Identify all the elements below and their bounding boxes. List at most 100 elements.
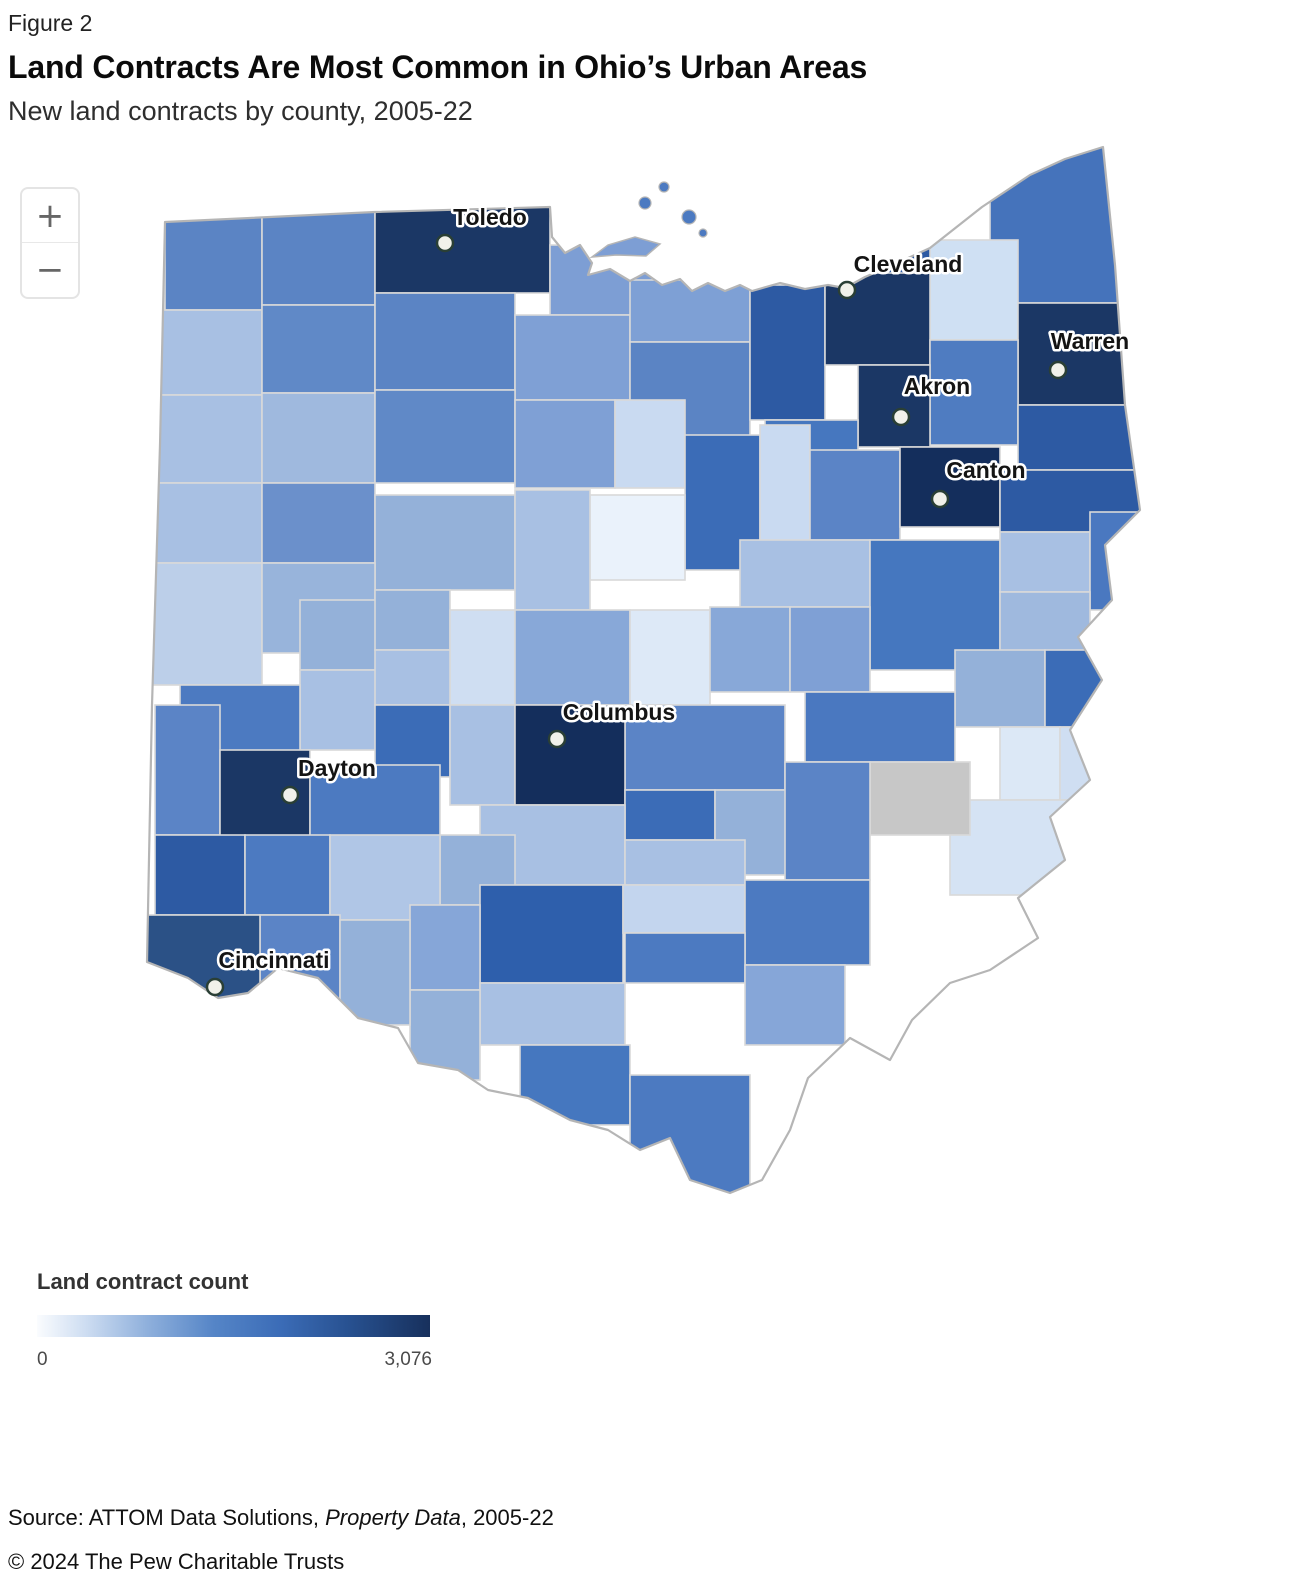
city-marker-icon (280, 785, 300, 805)
county-shape[interactable] (374, 494, 516, 591)
page-subtitle: New land contracts by county, 2005-22 (8, 96, 473, 126)
county-shape[interactable] (624, 932, 746, 984)
county-shape[interactable] (624, 704, 786, 791)
county-shape[interactable] (629, 1074, 751, 1195)
county-shape[interactable] (869, 539, 1001, 671)
city-label: Canton (946, 457, 1025, 483)
county-shape[interactable] (154, 482, 263, 564)
county-shape[interactable] (804, 691, 956, 763)
county-shape[interactable] (614, 399, 686, 489)
ohio-choropleth-map[interactable]: Toledo Cleveland Warren Akron Canton Columbus… (140, 145, 1150, 1207)
county-shape[interactable] (999, 726, 1061, 801)
legend-title: Land contract count (37, 1269, 249, 1294)
county-shape[interactable] (629, 609, 711, 706)
city-label: Toledo (453, 204, 527, 230)
map-area: + − Toledo Cleveland Warren Akron Canton Colu… (0, 145, 1298, 1207)
county-shape[interactable] (159, 309, 263, 396)
county-shape[interactable] (999, 591, 1091, 653)
county-shape[interactable] (449, 704, 516, 806)
page-title: Land Contracts Are Most Common in Ohio’s… (8, 49, 868, 85)
county-shape[interactable] (244, 834, 331, 916)
county-shape[interactable] (409, 989, 481, 1081)
county-shape[interactable] (154, 394, 263, 484)
county-shape[interactable] (1044, 649, 1145, 728)
city-marker-icon (837, 280, 857, 300)
city-marker-icon (891, 407, 911, 427)
county-shape[interactable] (739, 539, 871, 608)
county-shape[interactable] (261, 206, 376, 306)
lake-peninsula (589, 236, 662, 258)
county-shape[interactable] (744, 964, 846, 1046)
city-marker-icon (205, 977, 225, 997)
legend-max-label: 3,076 (384, 1349, 432, 1370)
county-shape[interactable] (479, 884, 624, 984)
county-shape[interactable] (514, 314, 631, 401)
county-shape[interactable] (514, 704, 626, 806)
county-shape[interactable] (749, 284, 826, 421)
county-shape[interactable] (514, 489, 591, 611)
figure-footer: Source: ATTOM Data Solutions, Property D… (8, 1505, 554, 1575)
legend-gradient-bar (37, 1315, 430, 1337)
county-shape[interactable] (339, 919, 411, 1026)
county-shape[interactable] (299, 599, 379, 671)
county-shape[interactable] (154, 834, 246, 916)
county-shape[interactable] (1089, 511, 1145, 611)
state-outline (145, 145, 1142, 1195)
county-shape[interactable] (809, 449, 901, 541)
figure-label: Figure 2 (8, 10, 93, 36)
city-marker-icon (930, 489, 950, 509)
county-shape[interactable] (514, 609, 631, 706)
city-annotations: Toledo Cleveland Warren Akron Canton Columbus… (205, 202, 1132, 997)
lake-island (698, 228, 708, 238)
source-line: Source: ATTOM Data Solutions, Property D… (8, 1505, 554, 1530)
county-shape[interactable] (154, 704, 221, 836)
county-shape[interactable] (519, 1044, 631, 1126)
county-shape[interactable] (624, 839, 746, 886)
county-shape[interactable] (409, 904, 481, 991)
county-shape[interactable] (624, 789, 716, 841)
county-shape[interactable] (299, 669, 379, 751)
lake-island (658, 181, 670, 193)
county-shape[interactable] (449, 609, 516, 706)
county-shape[interactable] (261, 482, 376, 564)
city-label: Dayton (298, 755, 376, 781)
county-shape[interactable] (954, 649, 1046, 728)
county-shape[interactable] (374, 292, 516, 391)
county-shape[interactable] (374, 389, 516, 484)
county-shape[interactable] (709, 606, 791, 693)
lake-island (638, 196, 652, 210)
county-shape[interactable] (999, 531, 1091, 593)
county-shape[interactable] (789, 606, 871, 693)
county-shape[interactable] (309, 764, 441, 841)
map-zoom-control: + − (20, 187, 80, 299)
zoom-in-button[interactable]: + (22, 189, 78, 243)
county-shape[interactable] (261, 304, 376, 394)
county-shapes (147, 147, 1145, 1195)
county-shape[interactable] (744, 879, 871, 966)
county-shape[interactable] (929, 239, 1019, 341)
county-shape[interactable] (261, 392, 376, 484)
city-label: Warren (1051, 328, 1129, 354)
county-shape[interactable] (479, 982, 626, 1046)
county-shape[interactable] (929, 339, 1019, 446)
county-shape[interactable] (622, 884, 746, 934)
county-shape[interactable] (514, 399, 616, 489)
county-shape[interactable] (784, 761, 871, 881)
county-shape[interactable] (149, 562, 263, 686)
source-italic: Property Data (325, 1505, 461, 1530)
city-label: Akron (904, 373, 970, 399)
lake-island (681, 209, 697, 225)
map-legend: Land contract count 0 3,076 (37, 1269, 432, 1371)
zoom-out-button[interactable]: − (22, 243, 78, 297)
county-shape[interactable] (869, 761, 971, 836)
county-shape[interactable] (857, 364, 931, 448)
county-shape[interactable] (374, 589, 451, 651)
county-shape[interactable] (164, 211, 263, 311)
city-marker-icon (435, 233, 455, 253)
county-shape[interactable] (1017, 404, 1140, 471)
county-shape[interactable] (899, 446, 1001, 528)
county-shape[interactable] (374, 204, 551, 294)
county-shape[interactable] (374, 649, 451, 706)
county-shape[interactable] (589, 494, 686, 581)
city-label: Columbus (563, 699, 675, 725)
